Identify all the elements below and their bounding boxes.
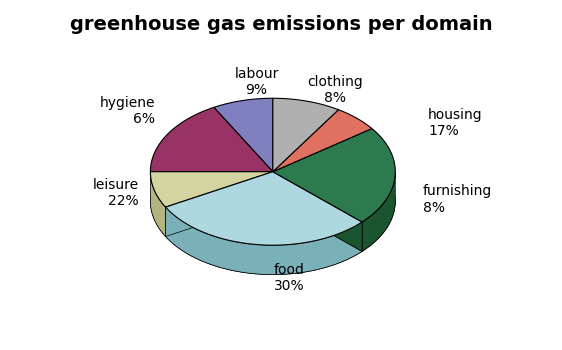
Polygon shape [214, 98, 273, 172]
Polygon shape [273, 110, 372, 172]
Text: food
30%: food 30% [274, 263, 305, 293]
Text: housing
17%: housing 17% [428, 108, 483, 138]
Ellipse shape [151, 128, 395, 275]
Text: clothing
8%: clothing 8% [307, 75, 362, 105]
Text: leisure
22%: leisure 22% [93, 178, 139, 208]
Text: labour
9%: labour 9% [234, 67, 279, 97]
Polygon shape [273, 172, 362, 251]
Polygon shape [166, 172, 362, 245]
Polygon shape [151, 172, 273, 207]
Polygon shape [273, 172, 362, 251]
Title: greenhouse gas emissions per domain: greenhouse gas emissions per domain [70, 15, 492, 34]
Polygon shape [273, 128, 395, 222]
Polygon shape [362, 173, 395, 251]
Polygon shape [166, 207, 362, 275]
Polygon shape [273, 98, 338, 172]
Polygon shape [151, 173, 166, 237]
Polygon shape [166, 172, 273, 237]
Polygon shape [166, 172, 273, 237]
Text: furnishing
8%: furnishing 8% [423, 184, 492, 215]
Text: hygiene
6%: hygiene 6% [100, 96, 155, 126]
Polygon shape [151, 107, 273, 172]
